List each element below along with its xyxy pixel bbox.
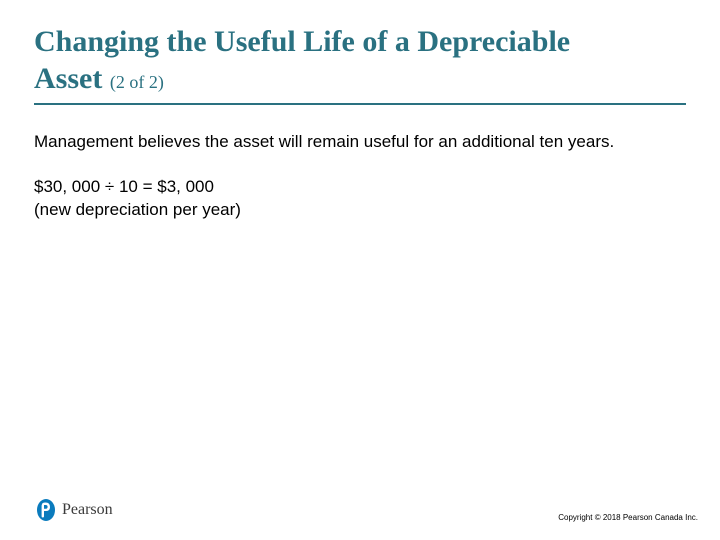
pearson-logo-icon [36,498,56,522]
copyright-text: Copyright © 2018 Pearson Canada Inc. [558,513,698,522]
pearson-logo: Pearson [36,498,113,522]
page-indicator: (2 of 2) [110,72,164,92]
calc-line-1: $30, 000 ÷ 10 = $3, 000 [34,176,686,199]
calculation-block: $30, 000 ÷ 10 = $3, 000 (new depreciatio… [34,176,686,222]
calc-line-2: (new depreciation per year) [34,199,686,222]
slide: Changing the Useful Life of a Depreciabl… [0,0,720,540]
footer: Pearson Copyright © 2018 Pearson Canada … [0,498,720,522]
title-main-word: Asset [34,62,102,95]
body-paragraph: Management believes the asset will remai… [34,131,686,154]
title-line-1: Changing the Useful Life of a Depreciabl… [34,24,686,61]
pearson-logo-text: Pearson [62,501,113,519]
title-line-2: Asset (2 of 2) [34,61,686,98]
title-block: Changing the Useful Life of a Depreciabl… [34,24,686,105]
